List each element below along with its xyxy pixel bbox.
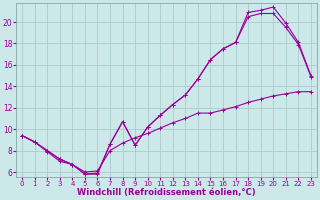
X-axis label: Windchill (Refroidissement éolien,°C): Windchill (Refroidissement éolien,°C) [77,188,256,197]
